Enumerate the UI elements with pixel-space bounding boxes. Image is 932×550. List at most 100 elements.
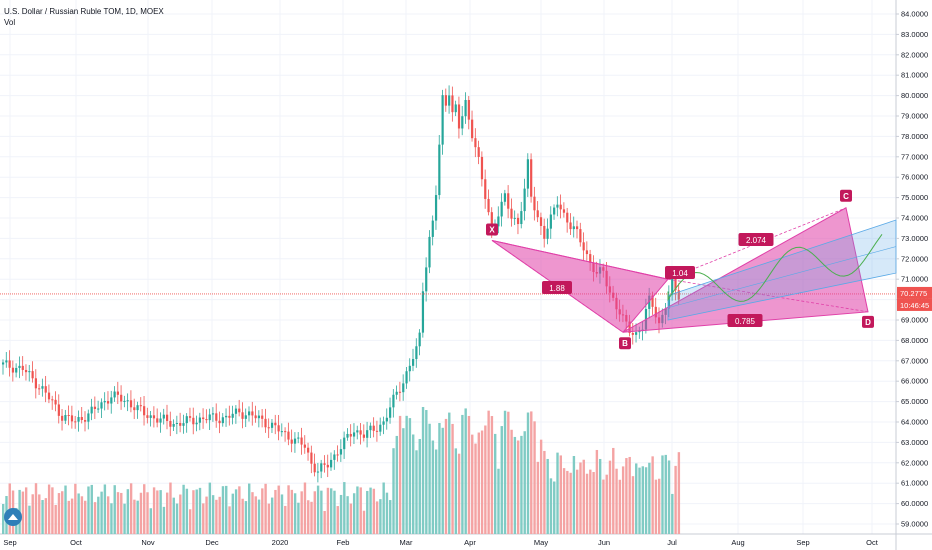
candle-body	[28, 371, 31, 373]
price-axis[interactable]: 84.0000 83.0000 82.0000 81.0000 80.0000 79.00…	[896, 10, 932, 529]
volume-bar	[47, 484, 51, 534]
volume-bar	[169, 482, 172, 534]
candle-body	[507, 193, 510, 209]
volume-bar	[182, 484, 185, 534]
volume-bar	[392, 448, 395, 534]
candle-body	[585, 250, 589, 255]
volume-bar	[188, 509, 192, 534]
volume-bar	[523, 431, 526, 534]
volume-bar	[231, 493, 234, 534]
volume-bar	[421, 406, 425, 534]
x-tick-label: Apr	[464, 538, 476, 547]
candle-body	[487, 198, 490, 213]
volume-bar	[605, 474, 608, 534]
volume-bar	[441, 427, 444, 534]
volume-bar	[434, 449, 438, 534]
volume-bar	[261, 488, 264, 534]
volume-bar	[438, 422, 441, 534]
candle-body	[448, 95, 451, 106]
volume-bar	[320, 490, 323, 534]
candle-body	[84, 420, 87, 422]
y-tick-label: 83.0000	[901, 30, 928, 39]
volume-bar	[402, 428, 405, 534]
ratio-xab-bg	[542, 281, 572, 294]
candle-body	[539, 217, 543, 226]
symbol-title: U.S. Dollar / Russian Ruble TOM, 1D, MOE…	[4, 7, 164, 16]
volume-bar	[254, 496, 257, 534]
volume-bar	[615, 468, 618, 534]
volume-bar	[123, 503, 126, 534]
candle-body	[346, 433, 349, 438]
volume-bar	[343, 482, 346, 534]
x-tick-label: Aug	[731, 538, 744, 547]
volume-bar	[644, 467, 648, 534]
candle-body	[385, 417, 388, 422]
candle-body	[264, 418, 267, 428]
time-axis[interactable]: Sep Oct Nov Dec 2020 Feb Mar Apr May Jun Jul Aug Sep…	[3, 538, 878, 547]
candle-body	[136, 405, 139, 411]
candle-body	[166, 414, 169, 421]
candle-body	[146, 415, 149, 418]
candle-body	[372, 425, 375, 431]
volume-bar	[202, 503, 205, 534]
ratio-xab: 1.88	[542, 281, 572, 294]
candle-body	[674, 277, 677, 291]
candle-body	[402, 383, 405, 393]
candle-body	[254, 415, 257, 419]
volume-bar	[408, 418, 412, 534]
candle-body	[651, 295, 654, 307]
volume-bar	[300, 491, 303, 534]
ratio-xad: 0.785	[727, 314, 763, 327]
volume-bar	[674, 465, 677, 534]
volume-bar	[513, 436, 517, 534]
candle-body	[303, 444, 306, 448]
candle-body	[116, 391, 119, 395]
y-tick-label: 61.0000	[901, 479, 928, 488]
volume-bar	[671, 493, 674, 534]
volume-bar	[211, 495, 215, 534]
candle-body	[497, 216, 500, 227]
volume-bar	[602, 479, 605, 534]
volume-bar	[24, 487, 28, 534]
volume-bar	[349, 503, 353, 534]
volume-bar	[451, 423, 454, 534]
volume-bar	[277, 485, 280, 534]
volume-bar	[530, 411, 533, 534]
candle-body	[297, 437, 300, 439]
harmonic-pattern[interactable]: X B C D 1.88 1.04 2.074 0.785	[486, 189, 897, 350]
candle-body	[382, 421, 385, 425]
volume-bar	[405, 415, 408, 534]
volume-bar	[54, 504, 57, 534]
volume-label: Vol	[4, 18, 16, 27]
volume-bar	[248, 483, 251, 534]
candle-body	[80, 417, 83, 421]
volume-bar	[589, 469, 592, 534]
candle-body	[162, 414, 165, 419]
candle-body	[576, 226, 579, 230]
candle-body	[543, 225, 546, 239]
volume-bar	[225, 485, 228, 534]
candle-body	[211, 413, 215, 415]
candle-body	[457, 104, 461, 129]
candle-body	[631, 333, 634, 335]
volume-bar	[208, 482, 212, 534]
candle-body	[444, 95, 447, 106]
candle-body	[484, 179, 487, 199]
volume-bar	[369, 487, 372, 534]
volume-bar	[592, 472, 595, 534]
candle-body	[280, 431, 283, 433]
volume-bar	[490, 416, 494, 534]
ratio-xad-text: 0.785	[735, 317, 756, 326]
x-tick-label: 2020	[272, 538, 289, 547]
tradingview-logo-icon[interactable]	[4, 508, 22, 526]
volume-bar	[385, 492, 389, 534]
candle-body	[654, 306, 657, 318]
volume-bar	[185, 488, 189, 534]
volume-bar	[307, 500, 310, 534]
candle-body	[339, 449, 343, 455]
volume-bar	[21, 491, 25, 534]
volume-bar	[323, 510, 326, 534]
point-c-label-text: C	[843, 192, 849, 201]
volume-bar	[284, 505, 287, 534]
